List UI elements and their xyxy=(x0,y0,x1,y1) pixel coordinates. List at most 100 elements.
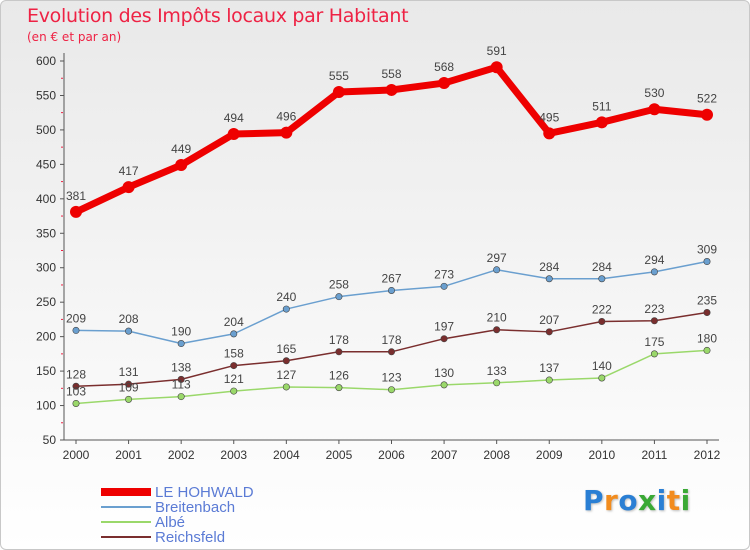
brand-letter: i xyxy=(656,484,667,517)
data-point xyxy=(335,348,343,356)
data-point xyxy=(648,103,661,116)
data-point xyxy=(440,282,448,290)
legend-swatch xyxy=(101,506,151,508)
data-label: 522 xyxy=(697,92,717,106)
data-point xyxy=(122,181,135,194)
data-label: 273 xyxy=(434,267,454,281)
data-point xyxy=(545,275,553,283)
x-tick-label: 2006 xyxy=(378,448,405,462)
data-point xyxy=(335,293,343,301)
data-point xyxy=(650,350,658,358)
data-point xyxy=(282,305,290,313)
legend-swatch xyxy=(101,521,151,523)
brand-letter: r xyxy=(604,484,619,517)
x-tick-label: 2001 xyxy=(115,448,142,462)
data-label: 555 xyxy=(329,69,349,83)
data-point xyxy=(175,159,188,172)
data-label: 235 xyxy=(697,294,717,308)
x-tick-label: 2004 xyxy=(273,448,300,462)
data-point xyxy=(493,379,501,387)
data-label: 222 xyxy=(592,302,612,316)
data-point xyxy=(70,205,82,218)
brand-logo: Proxiti xyxy=(583,484,691,517)
data-label: 284 xyxy=(539,260,559,274)
x-tick-label: 2009 xyxy=(536,448,563,462)
data-point xyxy=(385,83,398,96)
y-tick-label: 350 xyxy=(36,226,56,240)
data-point xyxy=(387,348,395,356)
data-label: 591 xyxy=(487,44,507,58)
data-point xyxy=(493,266,501,274)
y-tick-label: 500 xyxy=(36,123,56,137)
data-label: 309 xyxy=(697,243,717,257)
y-tick-label: 400 xyxy=(36,192,56,206)
legend-swatch xyxy=(101,536,151,538)
data-label: 180 xyxy=(697,331,717,345)
data-label: 113 xyxy=(172,378,191,392)
data-label: 165 xyxy=(276,342,296,356)
brand-letter: o xyxy=(618,484,639,517)
data-label: 530 xyxy=(644,86,664,100)
data-label: 138 xyxy=(171,360,191,374)
data-point xyxy=(335,384,343,392)
data-point xyxy=(598,374,606,382)
data-point xyxy=(72,382,80,390)
data-label: 284 xyxy=(592,260,612,274)
data-label: 109 xyxy=(119,380,139,394)
data-point xyxy=(125,327,133,335)
data-label: 137 xyxy=(539,361,559,375)
data-point xyxy=(230,387,238,395)
data-point xyxy=(72,326,80,334)
data-label: 381 xyxy=(66,189,86,203)
x-tick-label: 2008 xyxy=(483,448,510,462)
data-point xyxy=(280,126,293,139)
data-point xyxy=(703,258,711,266)
legend-item: Albé xyxy=(101,514,301,531)
data-label: 511 xyxy=(592,99,611,113)
x-tick-label: 2003 xyxy=(220,448,247,462)
data-label: 158 xyxy=(224,347,244,361)
data-label: 126 xyxy=(329,369,349,383)
data-point xyxy=(230,330,238,338)
data-label: 223 xyxy=(644,302,664,316)
data-point xyxy=(438,77,451,90)
x-tick-label: 2007 xyxy=(431,448,458,462)
y-tick-label: 600 xyxy=(36,54,56,68)
y-tick-label: 200 xyxy=(36,330,56,344)
data-label: 123 xyxy=(381,371,401,385)
data-label: 210 xyxy=(487,311,507,325)
y-tick-label: 550 xyxy=(36,88,56,102)
brand-letter: i xyxy=(680,484,691,517)
brand-letter: P xyxy=(583,484,605,517)
data-label: 190 xyxy=(171,325,191,339)
data-label: 209 xyxy=(66,311,86,325)
x-tick-label: 2011 xyxy=(642,448,668,462)
legend-label: Breitenbach xyxy=(155,499,236,516)
data-label: 558 xyxy=(381,67,401,81)
chart-title: Evolution des Impôts locaux par Habitant xyxy=(27,5,409,27)
data-label: 496 xyxy=(276,110,296,124)
data-label: 240 xyxy=(276,290,296,304)
data-point xyxy=(125,380,133,388)
data-label: 449 xyxy=(171,142,191,156)
data-point xyxy=(545,328,553,336)
x-tick-label: 2010 xyxy=(588,448,615,462)
data-label: 121 xyxy=(224,372,244,386)
data-point xyxy=(230,362,238,370)
data-point xyxy=(650,268,658,276)
brand-letter: x xyxy=(638,484,657,517)
data-point xyxy=(595,116,608,129)
data-label: 294 xyxy=(644,253,664,267)
data-point xyxy=(125,395,133,403)
data-point xyxy=(543,127,556,140)
y-tick-label: 150 xyxy=(36,364,56,378)
data-point xyxy=(282,383,290,391)
data-point xyxy=(282,357,290,365)
data-point xyxy=(177,393,185,401)
data-label: 495 xyxy=(539,110,559,124)
x-tick-label: 2005 xyxy=(326,448,353,462)
data-label: 207 xyxy=(539,313,559,327)
y-tick-label: 100 xyxy=(36,399,56,413)
